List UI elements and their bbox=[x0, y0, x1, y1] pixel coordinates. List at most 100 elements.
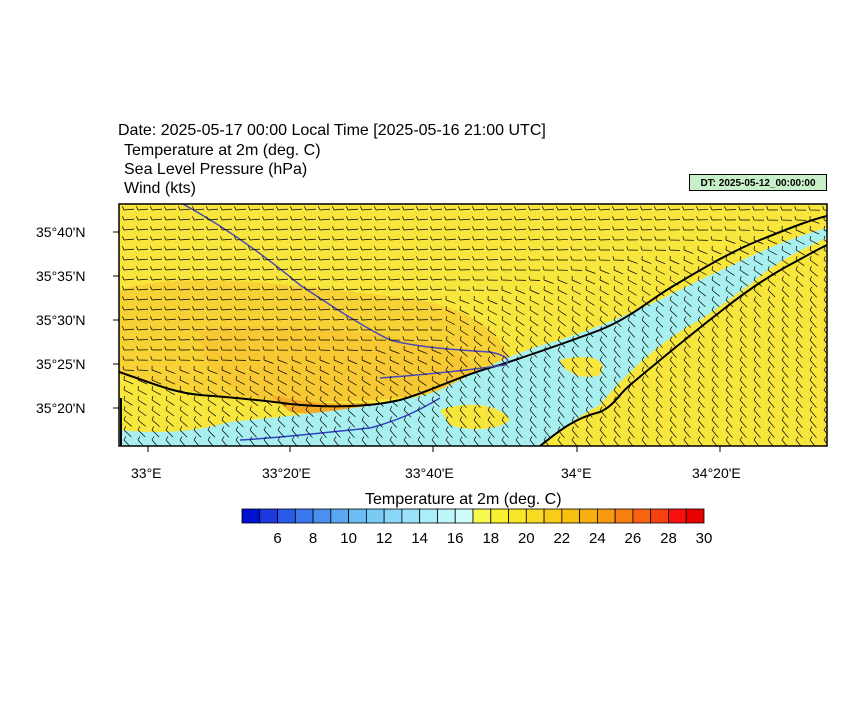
wind-barb bbox=[318, 336, 330, 341]
wind-barb bbox=[515, 426, 523, 438]
wind-barb bbox=[738, 206, 751, 211]
wind-barb bbox=[612, 216, 625, 221]
wind-barb bbox=[164, 336, 177, 341]
wind-barb bbox=[206, 316, 219, 321]
wind-barb bbox=[753, 386, 761, 398]
wind-barb bbox=[739, 235, 750, 245]
map-panel bbox=[119, 204, 827, 446]
wind-barb bbox=[164, 356, 177, 361]
wind-barb bbox=[655, 416, 663, 428]
wind-barb bbox=[781, 386, 789, 398]
wind-barbs bbox=[122, 206, 827, 446]
wind-barb bbox=[221, 436, 228, 446]
wind-barb bbox=[248, 296, 261, 301]
wind-barb bbox=[430, 316, 443, 321]
wind-barb bbox=[515, 416, 523, 428]
wind-barb bbox=[319, 416, 328, 428]
wind-barb bbox=[781, 256, 791, 266]
wind-barb bbox=[360, 266, 373, 271]
wind-barb bbox=[725, 296, 734, 308]
wind-barb bbox=[584, 206, 597, 211]
wind-barb bbox=[179, 396, 189, 406]
wind-barb bbox=[402, 206, 415, 211]
wind-barb bbox=[529, 376, 537, 388]
wind-barb bbox=[725, 436, 732, 446]
wind-barb bbox=[711, 255, 722, 265]
wind-barb bbox=[346, 256, 359, 261]
wind-barb bbox=[332, 226, 345, 231]
wind-barb bbox=[584, 256, 597, 261]
wind-barb bbox=[501, 426, 509, 438]
wind-barb bbox=[655, 366, 663, 378]
wind-barb bbox=[220, 246, 233, 251]
wind-barb bbox=[206, 226, 219, 231]
wind-barb bbox=[711, 336, 719, 348]
wind-barb bbox=[809, 436, 816, 446]
wind-barb bbox=[809, 256, 819, 267]
wind-barb bbox=[234, 356, 247, 361]
wind-barb bbox=[263, 396, 273, 407]
wind-barb bbox=[655, 326, 663, 338]
wind-barb bbox=[543, 396, 551, 408]
wind-barb bbox=[305, 365, 316, 375]
wind-barb bbox=[360, 346, 373, 351]
wind-barb bbox=[361, 355, 372, 365]
wind-barb bbox=[333, 396, 343, 407]
wind-barb bbox=[122, 296, 135, 301]
wind-barb bbox=[767, 426, 775, 438]
wind-barb bbox=[767, 276, 776, 287]
colorbar-swatch bbox=[348, 508, 367, 524]
wind-barb bbox=[487, 326, 497, 337]
wind-barb bbox=[122, 246, 135, 251]
wind-barb bbox=[767, 396, 775, 408]
wind-barb bbox=[767, 286, 776, 298]
wind-barb bbox=[571, 326, 580, 338]
wind-barb bbox=[486, 236, 499, 241]
wind-barb bbox=[276, 286, 289, 291]
wind-barb bbox=[627, 406, 635, 418]
wind-barb bbox=[655, 306, 664, 318]
wind-barb bbox=[221, 416, 230, 428]
wind-barb bbox=[304, 336, 316, 341]
wind-barb bbox=[459, 396, 467, 408]
wind-barb bbox=[388, 216, 401, 221]
wind-barb bbox=[809, 416, 817, 428]
wind-barb bbox=[206, 336, 219, 341]
wind-barb bbox=[178, 226, 191, 231]
wind-barb bbox=[823, 436, 827, 445]
wind-barb bbox=[374, 236, 387, 241]
wind-barb bbox=[277, 365, 288, 375]
wind-barb bbox=[402, 286, 415, 291]
wind-barb bbox=[276, 256, 289, 261]
wind-barb bbox=[641, 356, 649, 368]
wind-barb bbox=[514, 266, 526, 271]
wind-barb bbox=[150, 256, 163, 261]
wind-barb bbox=[697, 406, 705, 418]
wind-barb bbox=[795, 376, 803, 388]
wind-barb bbox=[795, 235, 806, 245]
wind-barb bbox=[473, 316, 483, 326]
wind-barb bbox=[711, 266, 721, 276]
wind-barb bbox=[514, 256, 527, 261]
wind-barb bbox=[249, 406, 258, 417]
wind-barb bbox=[319, 386, 329, 396]
wind-barb bbox=[626, 216, 639, 221]
wind-barb bbox=[584, 236, 597, 241]
wind-barb bbox=[669, 356, 677, 368]
wind-barb bbox=[571, 426, 579, 438]
wind-barb bbox=[277, 355, 288, 364]
wind-barb bbox=[473, 326, 483, 336]
colorbar-swatch bbox=[277, 508, 296, 524]
wind-barb bbox=[136, 306, 149, 311]
wind-barb bbox=[725, 316, 733, 328]
lat-label: 35°20'N bbox=[36, 400, 86, 416]
lon-ticks bbox=[147, 446, 721, 452]
wind-barb bbox=[487, 376, 495, 388]
wind-barb bbox=[501, 346, 510, 358]
wind-barb bbox=[262, 216, 275, 221]
wind-barb bbox=[262, 306, 275, 311]
wind-barb bbox=[290, 306, 303, 311]
wind-barb bbox=[767, 316, 775, 328]
wind-barb bbox=[739, 245, 750, 255]
wind-barb bbox=[795, 436, 802, 446]
